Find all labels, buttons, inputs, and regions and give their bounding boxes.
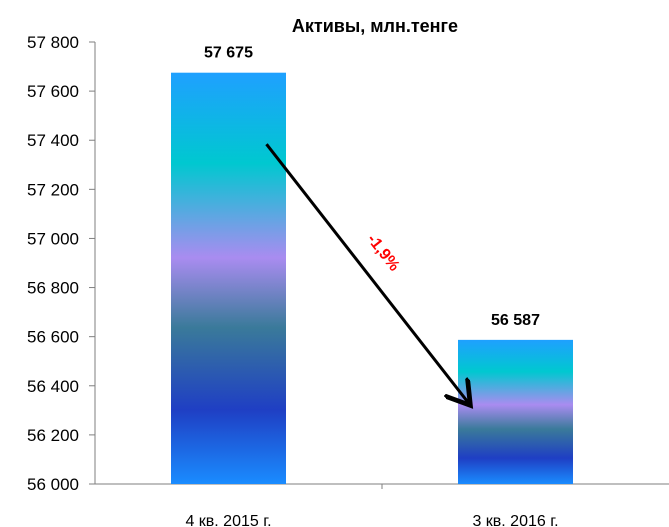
y-tick-label: 57 400 xyxy=(27,131,79,150)
y-tick-label: 57 800 xyxy=(27,33,79,52)
data-label: 57 675 xyxy=(204,45,253,62)
data-label: 56 587 xyxy=(491,312,540,329)
chart-title: Активы, млн.тенге xyxy=(292,16,458,36)
x-tick-label: 4 кв. 2015 г. xyxy=(185,513,271,527)
y-tick-label: 56 600 xyxy=(27,328,79,347)
y-tick-label: 57 200 xyxy=(27,180,79,199)
y-tick-label: 56 200 xyxy=(27,426,79,445)
bar xyxy=(458,339,573,484)
bar xyxy=(171,72,286,484)
x-axis: 4 кв. 2015 г. 3 кв. 2016 г. xyxy=(95,483,669,527)
y-tick-label: 57 600 xyxy=(27,82,79,101)
y-axis: 56 000 56 200 56 400 56 600 56 800 57 000 57 2… xyxy=(27,33,96,494)
data-labels: 57 675 56 587 xyxy=(204,45,540,329)
y-tick-label: 56 000 xyxy=(27,475,79,494)
y-tick-label: 56 400 xyxy=(27,377,79,396)
y-tick-label: 57 000 xyxy=(27,229,79,248)
bars xyxy=(171,72,573,484)
trend-arrow xyxy=(265,143,469,403)
x-tick-label: 3 кв. 2016 г. xyxy=(472,513,558,527)
change-annotation: -1,9% xyxy=(363,231,402,274)
y-tick-label: 56 800 xyxy=(27,279,79,298)
